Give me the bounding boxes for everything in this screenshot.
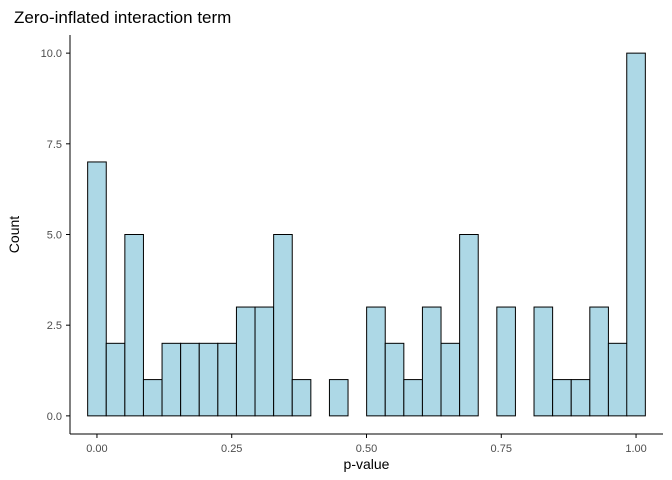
bars-layer [87,52,646,417]
x-tick-label: 0.75 [491,443,512,455]
histogram-bar [384,342,405,417]
histogram-bar [273,234,293,417]
histogram-bar [235,306,256,417]
histogram-bar [180,342,200,417]
y-tick-label: 7.5 [47,139,62,151]
histogram-bar [421,306,442,417]
histogram-bar [105,342,126,417]
x-tick-label: 0.50 [356,443,377,455]
x-axis-title: p-value [344,456,390,472]
histogram-bar [626,52,646,417]
x-tick-label: 0.00 [86,443,107,455]
histogram-bar [607,342,628,417]
histogram-bar [533,306,554,417]
histogram-bar [552,379,572,417]
y-tick-label: 2.5 [47,320,62,332]
histogram-bar [142,379,163,417]
y-tick-label: 10.0 [41,48,62,60]
y-ticks-layer: 0.0 2.5 5.0 7.5 10.0 [41,48,70,423]
histogram-bar [440,342,461,417]
x-tick-label: 1.00 [625,443,646,455]
histogram-bar [366,306,386,417]
histogram-bar [328,379,349,417]
histogram-bar [570,379,591,417]
x-tick-label: 0.25 [221,443,242,455]
y-tick-label: 0.0 [47,411,62,423]
histogram-bar [217,342,237,417]
histogram-bar [198,342,219,417]
histogram-bar [254,306,275,417]
y-tick-label: 5.0 [47,230,62,242]
histogram-bar [496,306,516,417]
histogram-bar [459,234,479,417]
histogram-bar [291,379,312,417]
histogram-bar [589,306,609,417]
y-axis-title: Count [6,216,22,253]
histogram-bar [124,234,144,417]
histogram-bar [161,342,182,417]
histogram-bar [87,161,107,417]
histogram-bar [403,379,423,417]
chart-title: Zero-inflated interaction term [14,8,231,27]
x-ticks-layer: 0.00 0.25 0.50 0.75 1.00 [86,434,647,455]
